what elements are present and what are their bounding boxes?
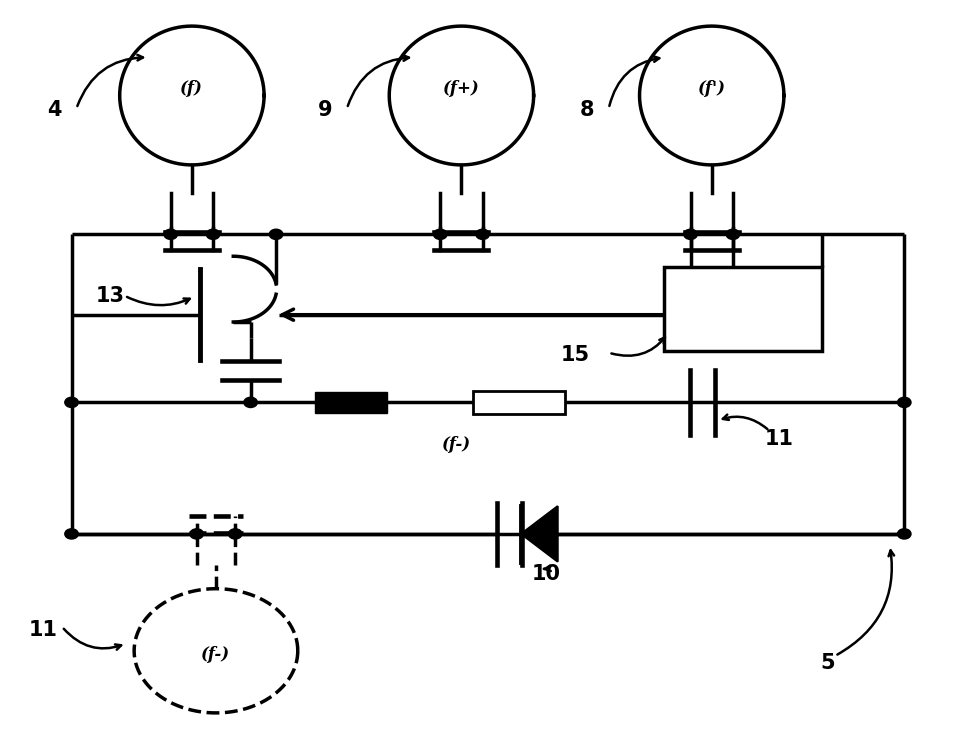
Circle shape bbox=[190, 529, 204, 539]
Circle shape bbox=[164, 229, 178, 239]
Circle shape bbox=[244, 398, 257, 407]
Text: 4: 4 bbox=[48, 100, 62, 120]
Text: (f+): (f+) bbox=[443, 80, 480, 97]
Text: (f-): (f-) bbox=[201, 646, 230, 663]
Text: 11: 11 bbox=[28, 620, 57, 641]
Text: 9: 9 bbox=[318, 100, 333, 120]
Polygon shape bbox=[521, 506, 557, 562]
Bar bbox=[663, 268, 822, 351]
Circle shape bbox=[897, 529, 911, 539]
Text: 10: 10 bbox=[532, 564, 560, 584]
Circle shape bbox=[684, 229, 697, 239]
Circle shape bbox=[476, 229, 489, 239]
Circle shape bbox=[433, 229, 447, 239]
Circle shape bbox=[65, 529, 79, 539]
Bar bbox=[315, 392, 386, 412]
Text: (f'): (f') bbox=[698, 80, 725, 97]
Circle shape bbox=[228, 529, 242, 539]
Text: (f): (f) bbox=[181, 80, 203, 97]
Text: 13: 13 bbox=[95, 287, 124, 307]
Circle shape bbox=[897, 398, 911, 407]
Circle shape bbox=[726, 229, 740, 239]
Text: 15: 15 bbox=[560, 345, 589, 365]
Circle shape bbox=[65, 398, 79, 407]
Text: 11: 11 bbox=[765, 429, 793, 449]
Text: (f-): (f-) bbox=[442, 436, 471, 453]
Text: 8: 8 bbox=[580, 100, 594, 120]
Circle shape bbox=[206, 229, 219, 239]
Circle shape bbox=[269, 229, 283, 239]
Bar bbox=[474, 391, 565, 414]
Text: 5: 5 bbox=[820, 653, 835, 673]
